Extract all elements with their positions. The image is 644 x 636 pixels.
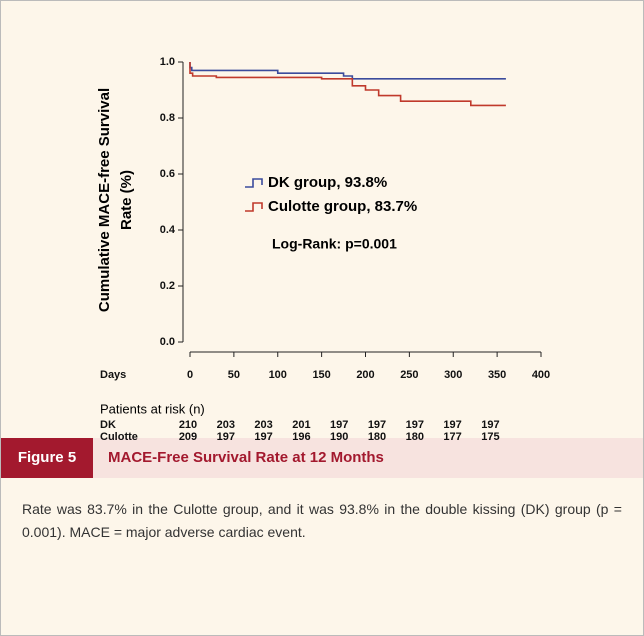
risk-row-name: Culotte	[100, 431, 138, 443]
x-tick-label: 400	[532, 369, 550, 381]
title-band	[1, 438, 643, 478]
risk-value: 197	[217, 431, 235, 443]
risk-value: 190	[330, 431, 348, 443]
risk-value: 197	[254, 431, 272, 443]
x-tick-label: 50	[228, 369, 240, 381]
x-tick-label: 200	[356, 369, 374, 381]
x-tick-label: 150	[312, 369, 330, 381]
risk-value: 180	[368, 431, 386, 443]
risk-value: 209	[179, 431, 197, 443]
x-axis-label: Days	[100, 369, 126, 381]
risk-value: 201	[292, 419, 310, 431]
risk-row-name: DK	[100, 419, 116, 431]
risk-title: Patients at risk (n)	[100, 401, 205, 416]
y-axis-label: Cumulative MACE-free Survival	[96, 88, 113, 312]
x-tick-label: 350	[488, 369, 506, 381]
x-tick-label: 300	[444, 369, 462, 381]
risk-value: 180	[406, 431, 424, 443]
risk-value: 197	[481, 419, 499, 431]
y-tick-label: 0.6	[160, 168, 175, 180]
caption: Rate was 83.7% in the Culotte group, and…	[22, 501, 622, 540]
risk-value: 203	[254, 419, 272, 431]
risk-value: 203	[217, 419, 235, 431]
risk-value: 175	[481, 431, 499, 443]
x-tick-label: 100	[269, 369, 287, 381]
risk-value: 197	[330, 419, 348, 431]
risk-value: 196	[292, 431, 310, 443]
y-tick-label: 0.2	[160, 280, 175, 292]
y-axis-label: Rate (%)	[118, 170, 135, 230]
x-tick-label: 0	[187, 369, 193, 381]
figure-title: MACE-Free Survival Rate at 12 Months	[108, 449, 384, 466]
legend-swatch	[245, 202, 263, 212]
y-tick-label: 0.8	[160, 112, 175, 124]
x-tick-label: 250	[400, 369, 418, 381]
risk-value: 177	[443, 431, 461, 443]
figure-label: Figure 5	[18, 449, 76, 466]
legend-label: DK group, 93.8%	[268, 174, 387, 191]
label-box	[1, 438, 93, 478]
y-tick-label: 1.0	[160, 56, 175, 68]
y-tick-label: 0.0	[160, 336, 175, 348]
annotation: Log-Rank: p=0.001	[272, 236, 397, 252]
y-tick-label: 0.4	[160, 224, 176, 236]
risk-value: 197	[368, 419, 386, 431]
risk-value: 197	[406, 419, 424, 431]
legend-swatch	[245, 178, 263, 188]
risk-value: 210	[179, 419, 197, 431]
survival-curve	[189, 62, 506, 80]
survival-curve	[189, 62, 506, 107]
risk-value: 197	[443, 419, 461, 431]
legend-label: Culotte group, 83.7%	[268, 198, 417, 215]
